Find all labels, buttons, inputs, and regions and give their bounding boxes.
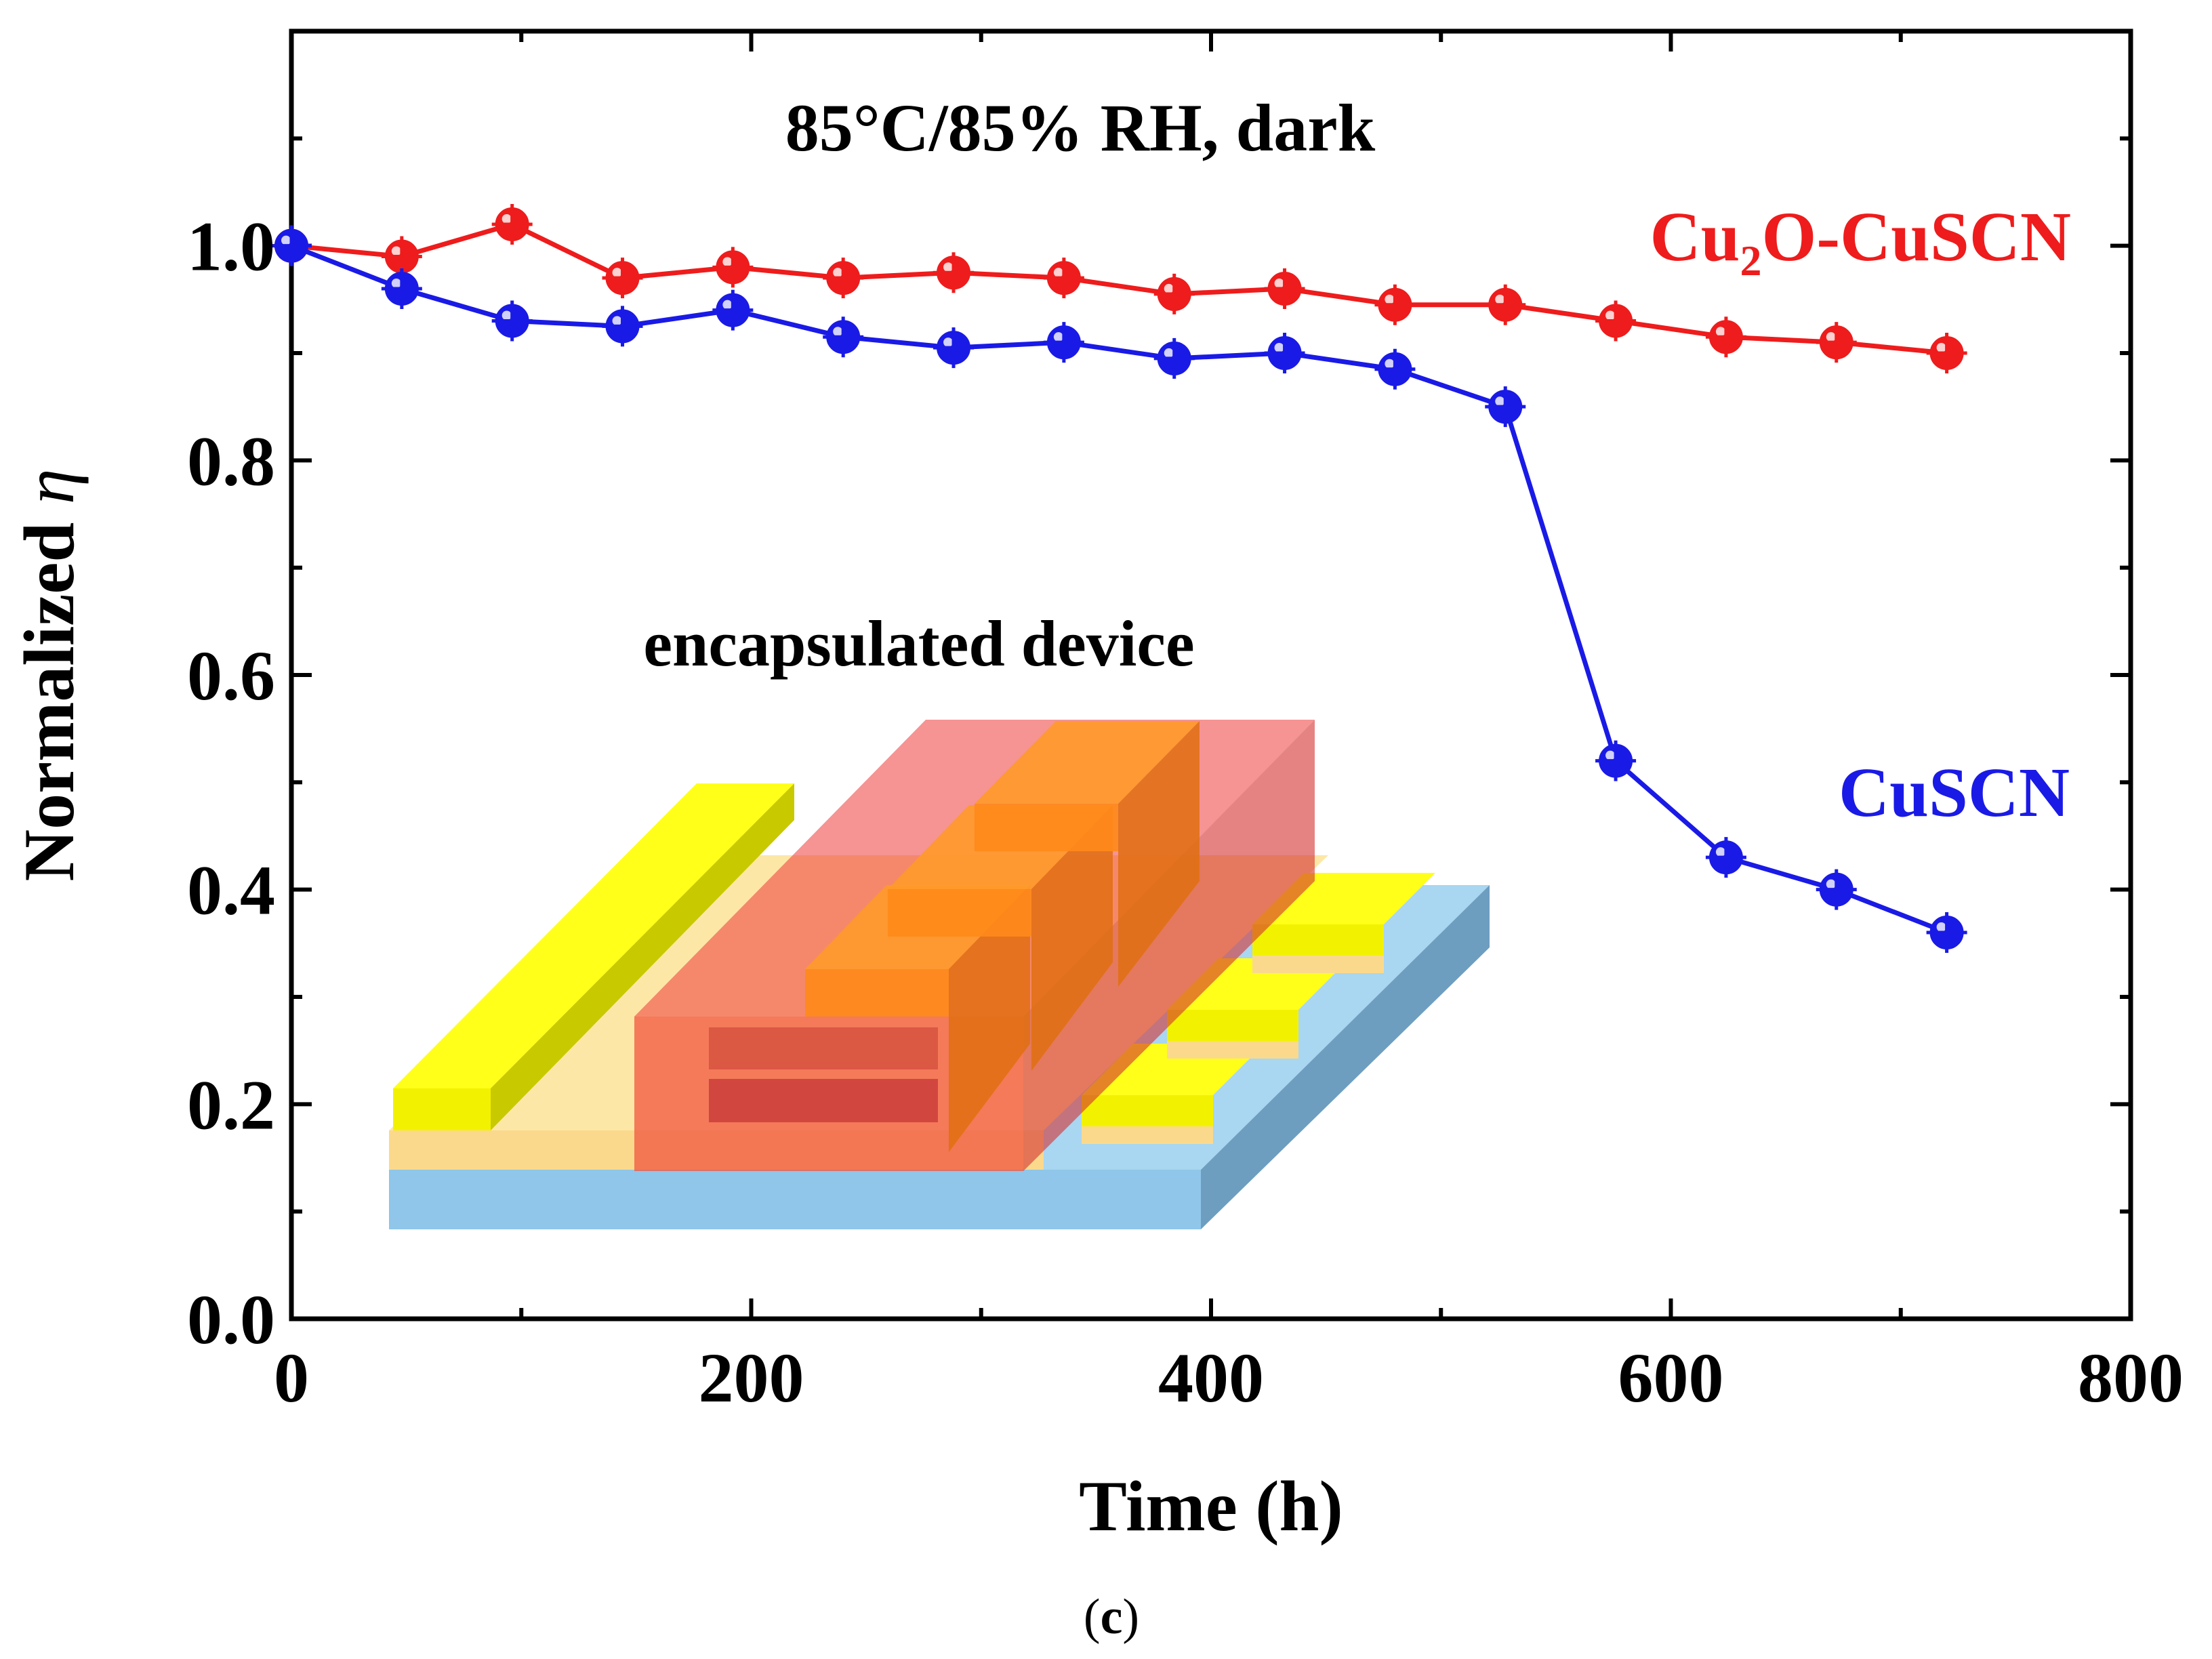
left-contact-front [393, 1088, 491, 1130]
y-tick-label: 1.0 [187, 208, 275, 286]
data-point-cu2o-cuscn [1705, 316, 1746, 358]
x-axis-title: Time (h) [1079, 1467, 1343, 1546]
y-tick-label: 0.6 [187, 637, 275, 715]
data-point-cu2o-cuscn [1926, 333, 1967, 373]
data-point-cu2o-cuscn [823, 258, 864, 299]
data-point-cuscn [381, 268, 422, 309]
x-tick-label: 800 [2078, 1339, 2184, 1417]
series-label-cu2o-cuscn: Cu2O-CuSCN [1650, 198, 2071, 285]
panel-label-letter: c [1101, 1589, 1123, 1645]
series-markers [271, 204, 1967, 953]
plot-title: 85°C/85% RH, dark [785, 90, 1376, 165]
data-point-cu2o-cuscn [1374, 284, 1416, 325]
data-point-cuscn [1816, 869, 1857, 910]
y-tick-label: 0.4 [187, 852, 275, 930]
panel-label-close: ) [1122, 1589, 1139, 1645]
data-point-cu2o-cuscn [381, 236, 422, 277]
y-tick-label: 0.8 [187, 422, 275, 500]
inset-label: encapsulated device [643, 607, 1194, 680]
data-point-cuscn [823, 316, 864, 358]
data-point-cu2o-cuscn [933, 252, 975, 293]
data-point-cuscn [1705, 837, 1746, 878]
data-point-cu2o-cuscn [1043, 258, 1084, 299]
y-axis-title-text: Normalized [9, 504, 89, 881]
data-point-cu2o-cuscn [1595, 300, 1637, 342]
substrate-front [389, 1170, 1201, 1229]
y-axis-title: Normalized η [9, 469, 89, 882]
panel-label: (c) [1084, 1589, 1139, 1645]
data-point-cuscn [491, 300, 533, 342]
data-point-cu2o-cuscn [1485, 284, 1526, 325]
data-point-cuscn [1374, 348, 1416, 390]
series-label-cu2o-subscript: 2 [1740, 237, 1761, 285]
x-tick-label: 400 [1158, 1339, 1264, 1417]
tick-labels: 0 200 400 600 800 0.0 0.2 0.4 0.6 0.8 1.0 [187, 208, 2184, 1417]
y-axis-title-symbol: η [9, 469, 89, 505]
data-point-cu2o-cuscn [1153, 273, 1195, 314]
left-contact-side [491, 783, 794, 1130]
data-point-cu2o-cuscn [1264, 268, 1305, 309]
left-contact-top [393, 783, 794, 1088]
data-point-cuscn [1485, 386, 1526, 428]
data-point-cuscn [602, 306, 643, 347]
data-point-cuscn [1926, 912, 1967, 953]
data-point-cu2o-cuscn [602, 258, 643, 299]
panel-label-open: ( [1084, 1589, 1101, 1645]
data-point-cu2o-cuscn [491, 204, 533, 245]
data-point-cuscn [1264, 333, 1305, 373]
data-point-cuscn [1043, 322, 1084, 363]
data-point-cuscn [1595, 740, 1637, 781]
series-label-cu2o-part2: O-CuSCN [1761, 198, 2071, 276]
data-point-cu2o-cuscn [1816, 322, 1857, 363]
series-label-cu2o-part1: Cu [1650, 198, 1740, 276]
substrate-right-side [1201, 885, 1490, 1229]
x-tick-label: 200 [699, 1339, 804, 1417]
data-point-cu2o-cuscn [712, 247, 754, 288]
encapsulation-right [1023, 720, 1315, 1171]
encapsulated-device-illustration [389, 720, 1490, 1229]
x-tick-label: 600 [1618, 1339, 1724, 1417]
data-point-cuscn [712, 289, 754, 331]
series-line-cu2o-cuscn [291, 222, 1947, 356]
y-tick-label: 0.0 [187, 1281, 275, 1359]
series-lines [290, 222, 1948, 935]
data-point-cuscn [1153, 337, 1195, 379]
ticks [289, 29, 2133, 1321]
y-tick-label: 0.2 [187, 1066, 275, 1144]
cell-blocks [709, 721, 1200, 1152]
data-point-cuscn [271, 225, 312, 266]
x-tick-label: 0 [274, 1339, 309, 1417]
series-line-cuscn [290, 243, 1948, 935]
data-point-cuscn [933, 327, 975, 369]
series-label-cuscn: CuSCN [1839, 754, 2070, 832]
